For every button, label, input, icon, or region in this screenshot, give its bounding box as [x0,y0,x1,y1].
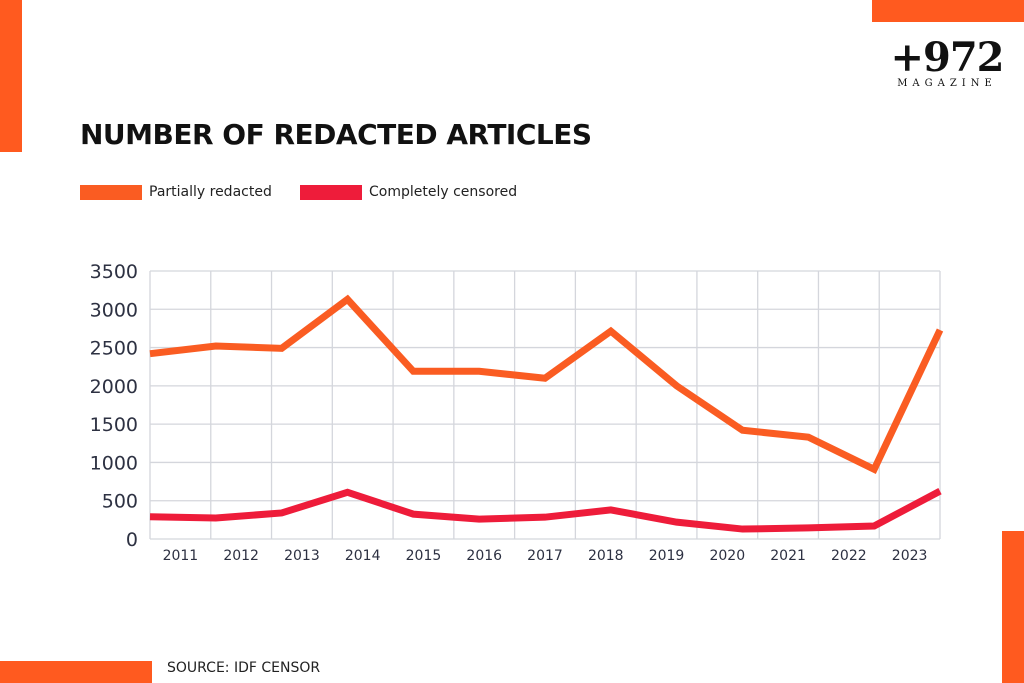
x-tick-label: 2017 [527,548,563,564]
y-tick-label: 500 [102,491,138,513]
legend-item-completely-censored: Completely censored [300,184,517,200]
accent-bar-top-left [0,0,22,152]
y-tick-label: 1500 [90,414,138,436]
x-tick-label: 2021 [770,548,806,564]
magazine-logo: +972 MAGAZINE [886,38,1008,90]
series-line-completely-censored [149,488,942,533]
legend-swatch [300,184,362,200]
x-tick-label: 2015 [406,548,442,564]
logo-number: +972 [890,34,1004,81]
x-tick-label: 2016 [466,548,502,564]
y-tick-label: 2500 [90,338,138,360]
accent-bar-top-right [872,0,1024,22]
legend-label: Partially redacted [149,184,272,200]
x-tick-label: 2013 [284,548,320,564]
x-tick-label: 2018 [588,548,624,564]
series-line-partially-redacted [149,294,944,475]
x-tick-label: 2019 [649,548,685,564]
y-tick-label: 3000 [90,299,138,321]
legend-item-partially-redacted: Partially redacted [80,184,272,200]
accent-bar-bottom-left [0,661,152,683]
y-tick-label: 0 [126,529,138,551]
logo-word: MAGAZINE [897,78,997,89]
x-tick-label: 2022 [831,548,867,564]
accent-bar-bottom-right [1002,531,1024,683]
y-tick-label: 3500 [90,261,138,283]
x-tick-label: 2014 [345,548,381,564]
x-tick-label: 2020 [709,548,745,564]
x-tick-label: 2023 [892,548,928,564]
y-tick-label: 1000 [90,452,138,474]
x-tick-label: 2012 [223,548,259,564]
chart-title: NUMBER OF REDACTED ARTICLES [80,118,592,151]
legend-label: Completely censored [369,184,518,200]
source-note: SOURCE: IDF CENSOR [167,660,321,676]
y-tick-label: 2000 [90,376,138,398]
x-tick-label: 2011 [163,548,199,564]
legend-swatch [80,184,142,200]
